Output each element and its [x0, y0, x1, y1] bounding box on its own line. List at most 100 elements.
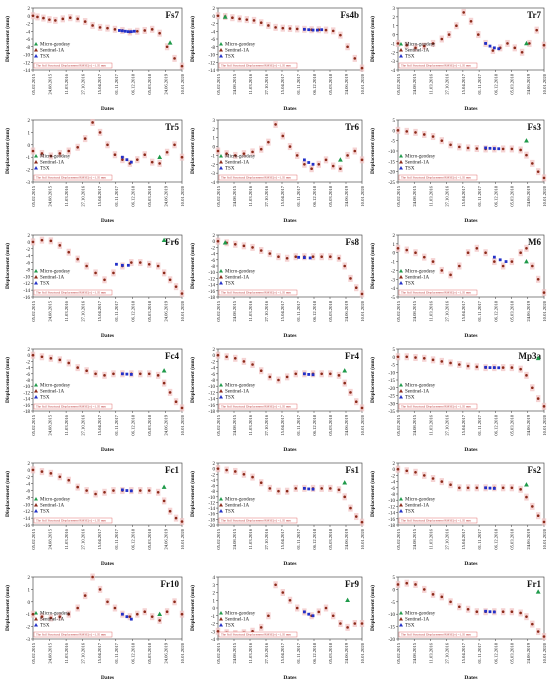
sentinel-point: [519, 251, 522, 255]
y-tick-label: -15: [388, 379, 395, 384]
tsx-point: [492, 147, 496, 150]
y-tick-label: -4: [26, 367, 31, 372]
y-tick-label: 2: [28, 119, 31, 124]
legend-tsx-marker: [219, 166, 223, 170]
y-axis-label: Displacement (mm): [4, 16, 11, 62]
chart-panel-fr10: 2 1 0 -1 -2 -305.02.2015 24.08.2015 11.03.2016 2…: [4, 573, 185, 681]
sentinel-point: [242, 152, 246, 155]
x-tick-label: 06.12.2018: [493, 73, 498, 94]
footnote-text: The Soil Structural Displacement RMSE(±)…: [36, 405, 106, 409]
sentinel-point: [94, 492, 97, 496]
tsx-point: [492, 366, 496, 369]
tsx-point: [497, 366, 501, 370]
legend-sentinel-marker: [34, 48, 38, 52]
x-tick-label: 06.12.2018: [312, 185, 317, 206]
sentinel-point: [542, 635, 546, 638]
y-tick-label: 2: [28, 234, 31, 239]
sentinel-point: [324, 158, 328, 162]
sentinel-point: [150, 160, 154, 164]
legend-tsx-label: TSX: [225, 55, 235, 60]
tsx-point: [497, 47, 501, 51]
footnote-text: The Soil Structural Displacement RMSE(±)…: [401, 633, 471, 637]
sentinel-point: [259, 369, 263, 373]
x-tick-label: 06.12.2018: [493, 528, 498, 549]
sentinel-point: [136, 29, 139, 33]
sentinel-point: [242, 472, 246, 476]
y-tick-label: 1: [213, 137, 216, 142]
footnote-text: The Soil Structural Displacement RMSE(±)…: [221, 633, 291, 637]
y-tick-label: -30: [388, 402, 395, 407]
legend-micro-geodesy-label: Micro-geodesy: [405, 270, 436, 275]
x-tick-label: 27.10.2016: [81, 185, 86, 206]
x-tick-label: 24.08.2015: [48, 528, 53, 549]
footnote-text: The Soil Structural Displacement RMSE(±)…: [221, 64, 291, 68]
plot-frame: [397, 462, 545, 526]
sentinel-point: [49, 154, 53, 158]
x-tick-label: 05.02.2015: [31, 300, 36, 321]
tsx-point: [492, 255, 496, 259]
sentinel-point: [531, 264, 534, 268]
y-tick-label: -10: [208, 54, 215, 59]
sentinel-point: [76, 366, 79, 369]
footnote-box: [33, 289, 113, 296]
x-tick-label: 05.03.2018: [328, 300, 333, 321]
sentinel-point: [440, 139, 444, 142]
sentinel-point: [281, 26, 285, 30]
x-tick-label: 24.06.2019: [163, 528, 168, 549]
x-tick-label: 05.02.2015: [396, 414, 401, 435]
y-tick-label: -4: [211, 181, 216, 186]
footnote-box: [218, 631, 298, 638]
footnote-text: The Soil Structural Displacement RMSE(±)…: [401, 64, 471, 68]
sentinel-point: [288, 598, 292, 602]
footnote-box: [398, 517, 478, 524]
sentinel-point: [343, 495, 347, 499]
y-tick-label: -18: [208, 518, 215, 523]
sentinel-point: [31, 14, 35, 18]
sentinel-point: [42, 16, 45, 20]
chart-panel-tr6: 3 2 1 0 -1 -2 -3 -405.02.2015 24.08.2015 11.03.20…: [189, 119, 365, 224]
legend-micro-geodesy-label: Micro-geodesy: [40, 498, 71, 503]
tsx-point: [492, 487, 496, 490]
y-tick-label: -10: [23, 503, 30, 508]
sentinel-point: [431, 260, 435, 263]
x-tick-label: 01.11.2017: [477, 73, 482, 94]
x-tick-label: 24.06.2019: [344, 642, 349, 663]
tsx-point: [484, 365, 487, 369]
y-tick-label: -2: [26, 360, 31, 365]
sentinel-point: [542, 405, 546, 408]
sentinel-point: [324, 28, 328, 32]
y-tick-label: -1: [26, 156, 31, 161]
sentinel-point: [519, 148, 522, 152]
sentinel-point: [422, 474, 426, 477]
tsx-point: [121, 372, 124, 376]
x-axis-label: Dates: [283, 675, 296, 681]
tsx-point: [115, 262, 118, 266]
sentinel-point: [150, 615, 154, 618]
x-tick-label: 15.04.2017: [97, 73, 102, 94]
tsx-point: [311, 162, 315, 166]
legend-micro-geodesy-marker: [219, 383, 223, 387]
x-tick-label: 15.04.2017: [97, 185, 102, 206]
x-tick-label: 06.12.2018: [130, 73, 135, 94]
tsx-point: [492, 610, 496, 614]
sentinel-point: [67, 149, 71, 153]
micro-geodesy-point: [161, 237, 167, 242]
x-tick-label: 10.01.2020: [360, 73, 365, 94]
sentinel-point: [180, 155, 184, 159]
sentinel-point: [168, 278, 172, 282]
x-tick-label: 05.03.2018: [510, 642, 515, 663]
sentinel-point: [440, 269, 444, 272]
legend-micro-geodesy-marker: [399, 383, 403, 387]
sentinel-point: [67, 478, 71, 482]
y-tick-label: -2: [211, 246, 216, 251]
x-tick-label: 11.03.2016: [248, 414, 253, 435]
footnote-box: [218, 403, 298, 410]
y-tick-label: -3: [391, 278, 396, 283]
sentinel-point: [106, 143, 109, 147]
y-tick-label: -10: [23, 385, 30, 390]
y-tick-label: 2: [393, 462, 396, 467]
sentinel-point: [396, 129, 400, 132]
